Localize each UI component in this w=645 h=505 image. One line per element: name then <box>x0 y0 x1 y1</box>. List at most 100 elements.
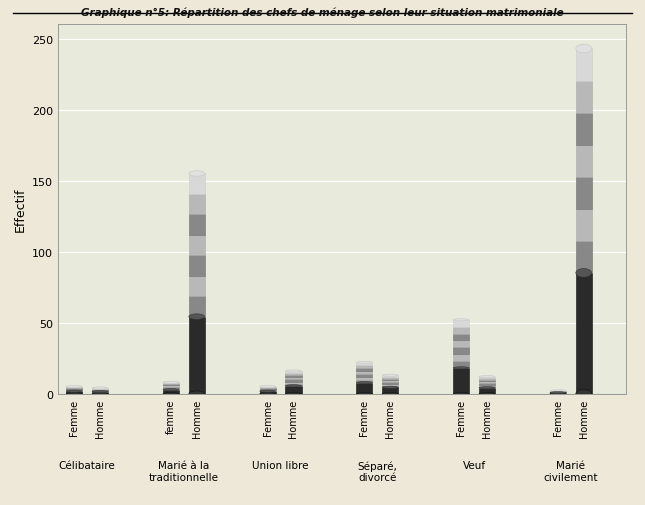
Bar <box>356 383 373 394</box>
Bar <box>479 377 495 378</box>
Bar <box>188 215 204 235</box>
Ellipse shape <box>286 393 301 395</box>
Ellipse shape <box>92 387 108 389</box>
Bar <box>163 390 179 394</box>
Text: Union libre: Union libre <box>252 460 309 470</box>
Bar <box>285 371 301 373</box>
Bar <box>576 241 592 273</box>
Bar <box>576 81 592 113</box>
Bar <box>66 388 83 389</box>
Bar <box>382 376 399 377</box>
Bar <box>188 256 204 276</box>
Bar <box>188 194 204 215</box>
Ellipse shape <box>453 319 469 321</box>
Bar <box>382 377 399 379</box>
Ellipse shape <box>550 393 566 395</box>
Ellipse shape <box>260 390 275 392</box>
Bar <box>479 383 495 385</box>
Bar <box>356 366 373 369</box>
Ellipse shape <box>189 171 204 177</box>
Ellipse shape <box>357 362 372 364</box>
Bar <box>259 389 276 390</box>
Bar <box>259 387 276 388</box>
Text: Marié
civilement: Marié civilement <box>544 460 598 482</box>
Bar <box>163 387 179 388</box>
Ellipse shape <box>66 386 82 388</box>
Bar <box>479 378 495 380</box>
Ellipse shape <box>260 386 275 388</box>
Bar <box>92 389 108 390</box>
Bar <box>356 363 373 366</box>
Ellipse shape <box>92 393 108 395</box>
Bar <box>453 327 470 334</box>
Ellipse shape <box>479 387 495 389</box>
Bar <box>382 382 399 384</box>
Text: Marié à la
traditionnelle: Marié à la traditionnelle <box>149 460 219 482</box>
Ellipse shape <box>550 390 566 392</box>
Ellipse shape <box>576 269 591 278</box>
Text: Célibataire: Célibataire <box>59 460 115 470</box>
Bar <box>163 385 179 386</box>
Bar <box>285 382 301 384</box>
Bar <box>285 378 301 380</box>
Bar <box>163 383 179 384</box>
Bar <box>163 384 179 385</box>
Ellipse shape <box>66 390 82 392</box>
Ellipse shape <box>189 391 204 396</box>
Bar <box>453 361 470 368</box>
Ellipse shape <box>92 391 108 393</box>
Bar <box>576 145 592 177</box>
Bar <box>163 386 179 387</box>
Bar <box>382 381 399 382</box>
Bar <box>259 390 276 391</box>
Y-axis label: Effectif: Effectif <box>14 187 26 232</box>
Ellipse shape <box>453 393 469 395</box>
Bar <box>453 355 470 361</box>
Ellipse shape <box>286 370 301 372</box>
Bar <box>92 388 108 389</box>
Ellipse shape <box>382 393 398 395</box>
Bar <box>188 174 204 194</box>
Ellipse shape <box>550 392 566 394</box>
Bar <box>479 382 495 383</box>
Text: Graphique n°5: Répartition des chefs de ménage selon leur situation matrimoniale: Graphique n°5: Répartition des chefs de … <box>81 8 564 18</box>
Ellipse shape <box>576 45 591 54</box>
Ellipse shape <box>163 393 179 395</box>
Ellipse shape <box>382 386 398 388</box>
Bar <box>550 393 566 394</box>
Bar <box>576 113 592 145</box>
Bar <box>285 384 301 386</box>
Bar <box>92 392 108 394</box>
Bar <box>163 388 179 389</box>
Bar <box>92 391 108 392</box>
Bar <box>285 373 301 375</box>
Bar <box>453 368 470 394</box>
Ellipse shape <box>479 376 495 378</box>
Ellipse shape <box>576 389 591 398</box>
Bar <box>382 384 399 386</box>
Bar <box>382 379 399 381</box>
Ellipse shape <box>479 393 495 395</box>
Bar <box>66 387 83 388</box>
Ellipse shape <box>163 389 179 391</box>
Ellipse shape <box>382 374 398 377</box>
Ellipse shape <box>66 393 82 395</box>
Ellipse shape <box>357 393 372 395</box>
Bar <box>285 386 301 394</box>
Bar <box>479 385 495 386</box>
Bar <box>576 49 592 81</box>
Bar <box>356 377 373 380</box>
Ellipse shape <box>357 382 372 384</box>
Ellipse shape <box>189 314 204 320</box>
Bar <box>66 391 83 394</box>
Bar <box>163 389 179 390</box>
Bar <box>453 334 470 341</box>
Bar <box>479 380 495 382</box>
Bar <box>188 317 204 394</box>
Ellipse shape <box>286 385 301 387</box>
Bar <box>382 386 399 387</box>
Text: Séparé,
divorcé: Séparé, divorcé <box>357 460 397 482</box>
Bar <box>576 209 592 241</box>
Bar <box>576 177 592 209</box>
Bar <box>479 388 495 394</box>
